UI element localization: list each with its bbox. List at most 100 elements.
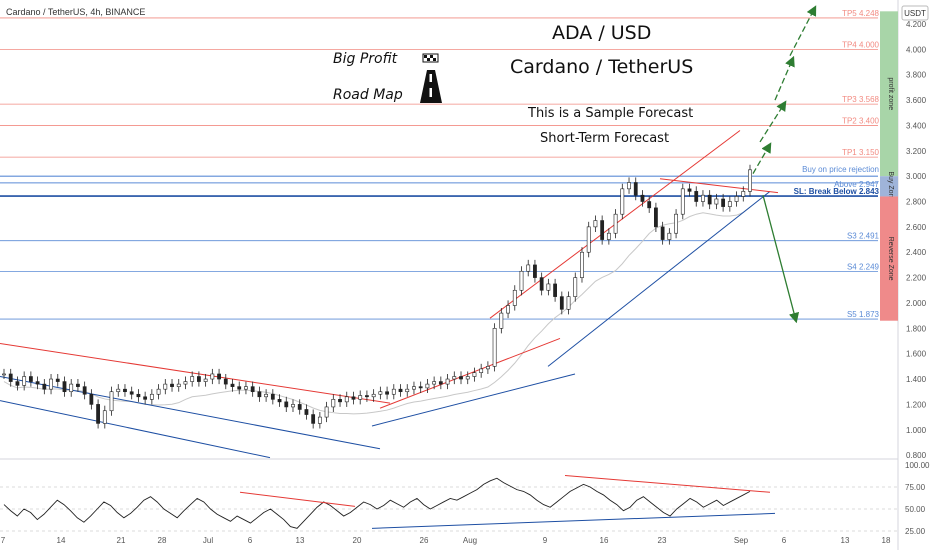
time-tick: 18 <box>882 536 891 545</box>
price-tick: 2.000 <box>906 299 927 308</box>
candle-body <box>102 410 107 424</box>
sample-forecast-label: This is a Sample Forecast <box>528 106 694 121</box>
price-tick: 2.800 <box>906 198 927 207</box>
time-axis: 7 14 21 28 Jul 6 13 20 26 Aug 9 16 23 Sep 6 13 18 <box>1 536 891 545</box>
symbol-header: Cardano / TetherUS, 4h, BINANCE <box>6 7 145 17</box>
candle-body <box>156 388 161 395</box>
reverse-zone-bar <box>880 196 898 321</box>
price-tick: 0.800 <box>906 451 927 460</box>
time-tick: 9 <box>543 536 548 545</box>
candle-body <box>203 378 208 382</box>
candle-body <box>533 264 537 278</box>
candle-body <box>244 386 248 390</box>
candle-body <box>613 213 618 234</box>
price-tick: 3.000 <box>906 172 927 181</box>
time-tick: 21 <box>117 536 126 545</box>
price-tick: 3.400 <box>906 121 927 130</box>
candlesticks <box>2 164 752 429</box>
candle-body <box>217 373 221 380</box>
moving-average <box>3 206 751 415</box>
candle-body <box>35 381 40 385</box>
candle-body <box>418 386 423 389</box>
candle-body <box>539 277 544 291</box>
candle-body <box>546 283 551 291</box>
time-tick: 7 <box>1 536 6 545</box>
trend-red-desc <box>0 343 391 404</box>
price-tick: 2.200 <box>906 274 927 283</box>
currency-badge <box>901 5 929 21</box>
level-label-s4: S4 2.249 <box>847 262 880 271</box>
candle-body <box>593 220 598 228</box>
up-arrow-4 <box>789 5 817 56</box>
candle-body <box>116 388 121 393</box>
price-tick: 3.200 <box>906 147 927 156</box>
candle-body <box>667 232 672 240</box>
time-tick: 6 <box>782 536 787 545</box>
candle-body <box>277 399 282 403</box>
candle-body <box>284 401 289 408</box>
time-tick: Sep <box>734 536 749 545</box>
level-label-above: Above 2.947 <box>834 180 879 189</box>
candle-body <box>512 289 517 306</box>
down-arrow <box>762 195 800 324</box>
level-label-tp4: TP4 4.000 <box>842 40 879 49</box>
zone-bars: profit zone Buy Zone Reverse Zone <box>880 11 898 321</box>
candle-body <box>338 399 342 403</box>
candle-body <box>237 386 242 390</box>
candle-body <box>727 201 732 207</box>
candle-body <box>210 373 215 380</box>
time-tick: 26 <box>420 536 429 545</box>
time-tick: 23 <box>658 536 667 545</box>
candle-body <box>391 388 396 395</box>
rsi-line <box>3 477 751 529</box>
short-term-forecast-label: Short-Term Forecast <box>540 131 670 146</box>
candle-body <box>559 296 564 310</box>
candle-body <box>452 376 457 380</box>
trendlines <box>0 130 779 459</box>
price-axis: 4.200 4.000 3.800 3.600 3.400 3.200 3.000 2.800… <box>905 20 930 536</box>
up-arrow-2 <box>759 100 787 143</box>
level-label-sl: SL: Break Below 2.843 <box>794 187 880 196</box>
candle-body <box>566 296 571 310</box>
candle-body <box>445 378 450 385</box>
rsi-trend-red-2 <box>564 475 771 493</box>
candle-body <box>640 194 645 202</box>
candle-body <box>701 194 705 202</box>
candle-body <box>109 391 114 412</box>
candle-body <box>506 305 510 314</box>
candle-body <box>573 277 578 297</box>
level-label-tp3: TP3 3.568 <box>842 95 879 104</box>
candle-body <box>15 381 20 386</box>
candle-body <box>270 393 275 400</box>
candle-body <box>344 396 349 403</box>
time-tick: 13 <box>841 536 850 545</box>
candle-body <box>519 270 524 291</box>
candle-body <box>197 376 201 382</box>
up-arrow-1 <box>752 142 772 174</box>
rsi-tick: 75.00 <box>905 483 926 492</box>
candle-body <box>748 169 752 192</box>
candle-body <box>459 376 463 380</box>
time-tick: 28 <box>158 536 167 545</box>
candle-body <box>331 399 336 408</box>
price-tick: 2.400 <box>906 248 927 257</box>
price-tick: 1.400 <box>906 375 927 384</box>
up-arrow-3 <box>774 55 795 101</box>
price-tick: 3.800 <box>906 71 927 80</box>
candle-body <box>680 188 685 215</box>
time-tick: Jul <box>203 536 213 545</box>
candle-body <box>311 414 316 424</box>
rsi-trend-red-1 <box>239 491 356 507</box>
level-label-tp1: TP1 3.150 <box>842 148 879 157</box>
price-tick: 1.800 <box>906 324 927 333</box>
candle-body <box>190 376 195 382</box>
ma-line <box>3 206 751 415</box>
trend-blue-rise-1 <box>371 373 576 427</box>
currency-label: USDT <box>904 9 926 18</box>
candle-body <box>499 312 504 329</box>
trend-blue-desc-lower <box>0 400 271 459</box>
candle-body <box>176 383 181 387</box>
candle-body <box>385 391 389 395</box>
